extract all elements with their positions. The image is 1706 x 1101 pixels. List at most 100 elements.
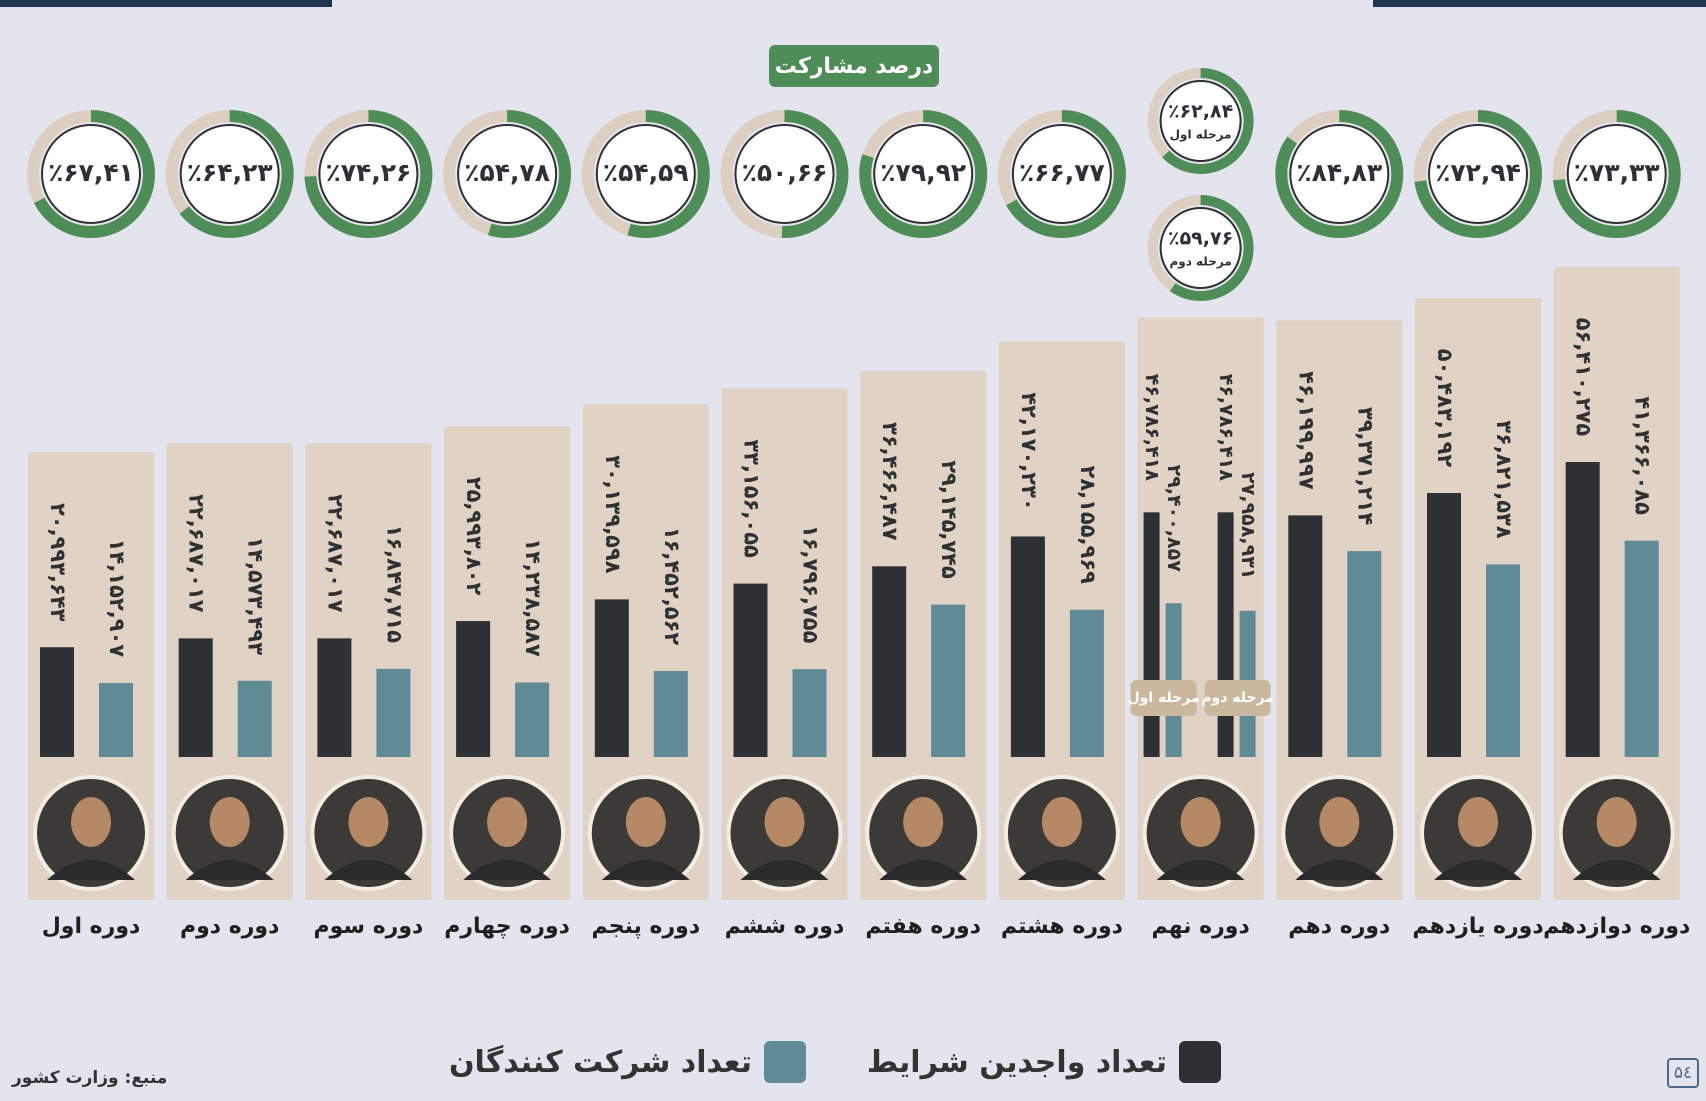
- legend-eligible-swatch: [1179, 1041, 1221, 1083]
- portrait-shoulders: [601, 860, 690, 880]
- ring-center: [1566, 124, 1667, 224]
- ring-progress: [1147, 195, 1254, 301]
- portrait-face: [487, 797, 528, 847]
- participants-value-label: ۲۸,۱۵۵,۹۶۹: [1076, 466, 1100, 585]
- participants-bar: [99, 682, 133, 757]
- participation-ring: [27, 110, 155, 238]
- participants-bar: [1624, 540, 1659, 757]
- top-accent-bar-right: [1373, 0, 1706, 7]
- ring-progress: [720, 110, 849, 238]
- eligible-bar: [733, 583, 768, 757]
- ring-center: [318, 124, 419, 224]
- participation-percent-label: ٪۶۲,۸۴: [1168, 101, 1233, 123]
- portrait-shoulders: [324, 860, 413, 880]
- portrait-face: [1319, 797, 1360, 847]
- participants-value-label: ۱۴,۲۳۸,۵۸۷: [521, 538, 545, 657]
- portrait-face: [209, 797, 250, 847]
- round-tag: [1130, 680, 1197, 716]
- portrait-face: [1596, 797, 1637, 847]
- participants-value-label: ۳۶,۸۲۱,۵۳۸: [1492, 420, 1516, 539]
- ring-center: [457, 124, 558, 224]
- eligible-bar: [1217, 512, 1234, 757]
- eligible-bar: [594, 599, 629, 757]
- term-label: دوره هفتم: [865, 914, 981, 939]
- eligible-bar: [317, 638, 352, 757]
- ring-progress: [997, 110, 1126, 238]
- portrait-face: [903, 797, 944, 847]
- round-tag-label: مرحله دوم: [1201, 690, 1274, 706]
- participation-percent-label: ٪۶۶,۷۷: [1019, 158, 1105, 187]
- ring-center: [1428, 124, 1528, 224]
- participants-value-label: ۱۶,۸۴۷,۷۱۵: [382, 525, 406, 644]
- portrait-shoulders: [1156, 860, 1245, 880]
- portrait-shoulders: [1017, 860, 1106, 880]
- term-label: دوره دوازدهم: [1543, 914, 1690, 939]
- participation-ring: [859, 110, 988, 238]
- portrait-shoulders: [1572, 860, 1661, 880]
- portrait-shoulders: [185, 860, 274, 880]
- participation-percent-label: ٪۷۹,۹۲: [880, 158, 966, 187]
- round-tag: [1204, 680, 1271, 716]
- eligible-bar: [1010, 536, 1045, 757]
- participation-ring: [581, 110, 710, 238]
- portrait-face: [1458, 797, 1498, 847]
- participants-bar: [792, 669, 827, 757]
- page-number: ۵٤: [1667, 1058, 1699, 1088]
- portrait-shoulders: [47, 860, 135, 880]
- participation-percent-label: ٪۷۲,۹۴: [1435, 158, 1521, 187]
- legend-eligible-label: تعداد واجدین شرایط: [866, 1044, 1167, 1080]
- participation-ring: [165, 110, 294, 238]
- participation-ring: [1147, 68, 1254, 174]
- ring-progress: [27, 110, 155, 238]
- participation-percent-label: ٪۸۴,۸۳: [1296, 158, 1382, 187]
- ring-progress: [1414, 110, 1542, 238]
- participants-value-label: ۳۹,۳۷۱,۲۱۴: [1353, 407, 1377, 526]
- eligible-value-label: ۳۰,۱۳۹,۵۹۸: [601, 455, 625, 574]
- participants-bar: [515, 682, 550, 757]
- top-accent-bar-left: [0, 0, 332, 7]
- participation-percent-label: ٪۷۴,۲۶: [326, 158, 412, 187]
- participation-ring: [443, 110, 572, 238]
- portrait-face: [625, 797, 666, 847]
- term-label: دوره یازدهم: [1412, 914, 1543, 939]
- eligible-value-label: ۵۶,۴۱۰,۲۷۵: [1572, 318, 1596, 437]
- eligible-bar: [40, 647, 74, 757]
- term-label: دوره ششم: [725, 914, 845, 939]
- legend-participants: تعداد شرکت کنندگان: [449, 1040, 806, 1084]
- participation-ring: [1552, 110, 1681, 238]
- legend-eligible: تعداد واجدین شرایط: [867, 1040, 1221, 1084]
- participation-percent-label: ٪۵۹,۷۶: [1168, 228, 1233, 250]
- participants-value-label: ۱۶,۷۹۶,۷۵۵: [799, 525, 823, 644]
- eligible-value-label: ۴۲,۱۷۰,۲۳۰: [1017, 392, 1041, 511]
- eligible-bar: [1565, 462, 1600, 757]
- eligible-bar: [872, 566, 907, 757]
- participation-ring: [304, 110, 433, 238]
- term-label: دوره نهم: [1151, 914, 1249, 939]
- ring-center: [595, 124, 696, 224]
- participants-value-label: ۴۱,۳۶۶,۰۸۵: [1631, 396, 1655, 515]
- portrait-face: [1041, 797, 1082, 847]
- eligible-bar: [456, 621, 491, 757]
- participation-percent-label: ٪۶۴,۲۳: [187, 158, 273, 187]
- ring-progress: [165, 110, 294, 238]
- participation-ring: [1414, 110, 1542, 238]
- ring-center: [1289, 124, 1390, 224]
- participants-bar: [1486, 564, 1520, 757]
- portrait-face: [348, 797, 389, 847]
- participants-bar: [376, 668, 411, 757]
- ring-progress: [1275, 110, 1404, 238]
- participants-value-label: ۲۷,۹۵۸,۹۳۱: [1237, 472, 1259, 579]
- term-label: دوره دوم: [180, 914, 279, 939]
- participation-ring: [1275, 110, 1404, 238]
- participants-bar: [1069, 609, 1104, 757]
- participants-bar: [1347, 551, 1382, 757]
- portrait-shoulders: [1434, 860, 1522, 880]
- participants-bar: [653, 670, 688, 757]
- eligible-bar: [1143, 512, 1160, 757]
- term-panel: [444, 426, 571, 900]
- eligible-value-label: ۳۳,۱۵۶,۰۵۵: [740, 439, 764, 558]
- eligible-value-label: ۲۵,۹۹۳,۸۰۲: [462, 477, 486, 596]
- ring-progress: [304, 110, 433, 238]
- term-label: دوره پنجم: [591, 914, 700, 939]
